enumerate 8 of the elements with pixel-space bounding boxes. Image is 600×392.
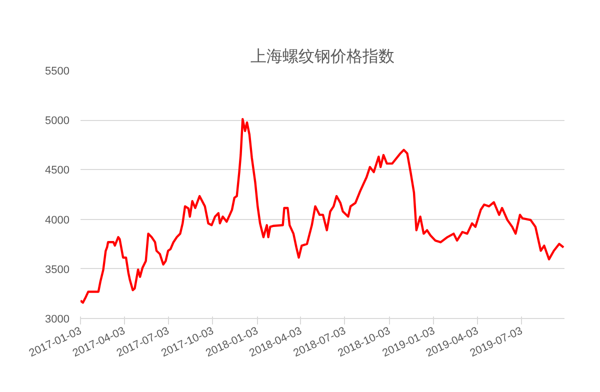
y-tick-label: 4000 — [45, 214, 70, 226]
line-series — [80, 118, 564, 304]
y-tick-label: 3000 — [45, 314, 70, 326]
y-tick-label: 5000 — [45, 115, 70, 128]
chart-title: 上海螺纹钢价格指数 — [250, 46, 394, 66]
y-tick-label: 5500 — [45, 66, 70, 78]
y-tick-label: 3500 — [45, 264, 70, 276]
y-tick-label: 4500 — [45, 164, 70, 177]
